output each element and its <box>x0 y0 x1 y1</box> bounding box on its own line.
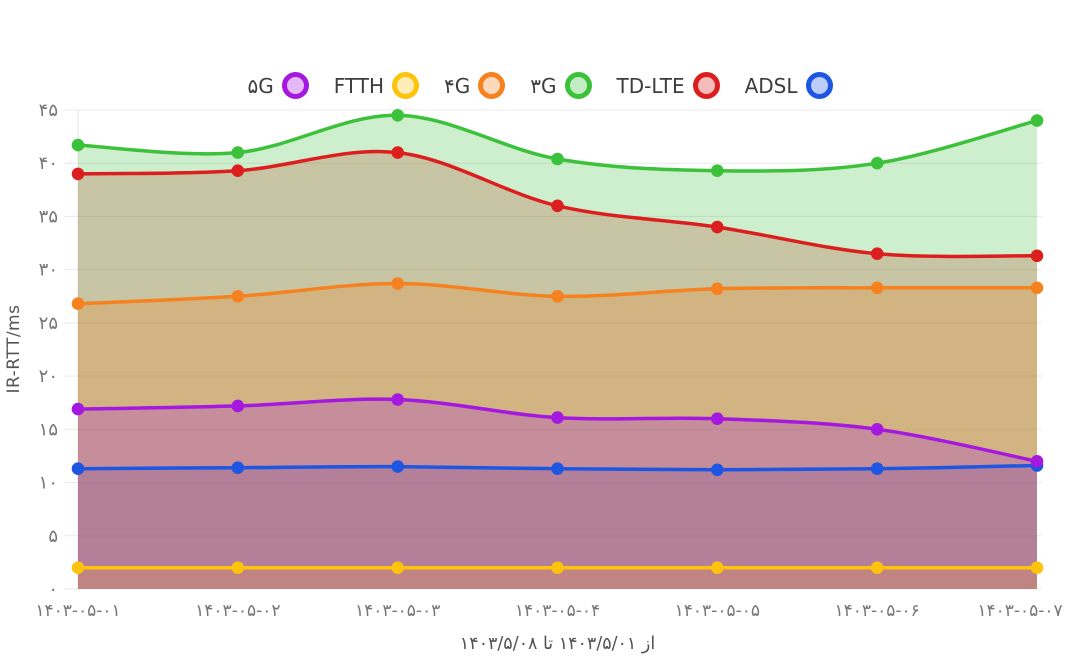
data-point-adsl[interactable] <box>711 463 724 477</box>
x-tick-label: ۱۴۰۳-۰۵-۰۵ <box>674 601 760 621</box>
y-tick-label: ۴۰ <box>39 153 58 174</box>
y-tick-label: ۲۵ <box>39 313 58 334</box>
x-tick-label: ۱۴۰۳-۰۵-۰۶ <box>834 601 920 621</box>
data-point-td-lte[interactable] <box>391 146 405 159</box>
legend-label: ADSL <box>744 73 798 98</box>
y-tick-label: ۳۵ <box>39 206 58 227</box>
data-point-4g[interactable] <box>231 290 245 303</box>
legend-label: ۴G <box>444 73 471 98</box>
chart-legend: ۵G FTTH ۴G ۳G TD-LTE ADSL <box>0 72 1080 99</box>
data-point-5g[interactable] <box>870 423 884 436</box>
data-point-ftth[interactable] <box>231 561 245 574</box>
data-point-5g[interactable] <box>1030 455 1044 468</box>
legend-label: ۳G <box>530 73 557 98</box>
y-tick-label: ۵ <box>48 526 58 547</box>
x-tick-label: ۱۴۰۳-۰۵-۰۷ <box>977 601 1063 621</box>
data-point-ftth[interactable] <box>71 561 85 574</box>
x-tick-label: ۱۴۰۳-۰۵-۰۳ <box>354 601 441 621</box>
series-area-4g <box>78 283 1037 589</box>
data-point-5g[interactable] <box>231 399 245 413</box>
legend-item-3g[interactable]: ۳G <box>530 72 592 99</box>
legend-item-adsl[interactable]: ADSL <box>745 72 833 99</box>
data-point-3g[interactable] <box>71 138 85 152</box>
data-point-5g[interactable] <box>391 393 405 406</box>
series-area-ftth <box>78 567 1037 589</box>
series-area-adsl <box>78 465 1037 589</box>
legend-label: ۵G <box>247 73 274 98</box>
data-point-td-lte[interactable] <box>1030 249 1044 263</box>
data-point-td-lte[interactable] <box>71 167 85 181</box>
data-point-td-lte[interactable] <box>551 199 564 213</box>
legend-label: TD-LTE <box>616 73 685 98</box>
legend-marker-icon <box>564 72 592 99</box>
data-point-5g[interactable] <box>711 412 724 426</box>
data-point-td-lte[interactable] <box>870 247 884 260</box>
legend-item-ftth[interactable]: FTTH <box>333 72 420 99</box>
data-point-td-lte[interactable] <box>231 164 245 177</box>
data-point-adsl[interactable] <box>231 461 245 475</box>
legend-item-5g[interactable]: ۵G <box>247 72 309 99</box>
data-point-adsl[interactable] <box>71 462 85 476</box>
data-point-ftth[interactable] <box>711 561 724 574</box>
data-point-3g[interactable] <box>870 156 884 170</box>
legend-marker-icon <box>805 72 833 99</box>
y-tick-label: ۱۰ <box>39 473 58 494</box>
legend-marker-icon <box>281 72 309 99</box>
data-point-5g[interactable] <box>71 402 85 416</box>
data-point-adsl[interactable] <box>551 462 564 476</box>
y-tick-label: ۰ <box>48 579 58 600</box>
data-point-ftth[interactable] <box>551 561 564 574</box>
data-point-3g[interactable] <box>231 146 245 159</box>
y-tick-label: ۲۰ <box>39 366 58 387</box>
data-point-4g[interactable] <box>391 277 405 290</box>
legend-item-4g[interactable]: ۴G <box>444 72 506 99</box>
x-tick-label: ۱۴۰۳-۰۵-۰۲ <box>195 601 281 621</box>
data-point-ftth[interactable] <box>1030 561 1044 574</box>
y-tick-label: ۳۰ <box>39 260 58 281</box>
x-tick-label: ۱۴۰۳-۰۵-۰۱ <box>35 601 121 621</box>
data-point-adsl[interactable] <box>391 460 405 473</box>
legend-marker-icon <box>692 72 720 99</box>
x-tick-label: ۱۴۰۳-۰۵-۰۴ <box>514 601 601 621</box>
legend-label: FTTH <box>333 73 385 98</box>
data-point-adsl[interactable] <box>870 462 884 476</box>
data-point-3g[interactable] <box>551 152 564 166</box>
data-point-ftth[interactable] <box>391 561 405 574</box>
y-tick-label: ۱۵ <box>39 419 58 440</box>
data-point-ftth[interactable] <box>870 561 884 574</box>
data-point-3g[interactable] <box>391 109 405 122</box>
data-point-4g[interactable] <box>551 290 564 303</box>
data-point-td-lte[interactable] <box>711 220 724 234</box>
legend-marker-icon <box>478 72 506 99</box>
data-point-3g[interactable] <box>711 164 724 177</box>
series-area-5g <box>78 399 1037 589</box>
x-axis-caption: از ۱۴۰۳/۵/۰۱ تا ۱۴۰۳/۵/۰۸ <box>459 634 656 654</box>
y-tick-label: ۴۵ <box>39 100 58 121</box>
data-point-4g[interactable] <box>71 297 85 311</box>
data-point-5g[interactable] <box>551 411 564 424</box>
series-area-td-lte <box>78 151 1037 589</box>
data-point-3g[interactable] <box>1030 114 1044 127</box>
data-point-4g[interactable] <box>870 281 884 295</box>
legend-marker-icon <box>392 72 420 99</box>
data-point-4g[interactable] <box>1030 281 1044 295</box>
data-point-4g[interactable] <box>711 282 724 296</box>
legend-item-td-lte[interactable]: TD-LTE <box>617 72 720 99</box>
